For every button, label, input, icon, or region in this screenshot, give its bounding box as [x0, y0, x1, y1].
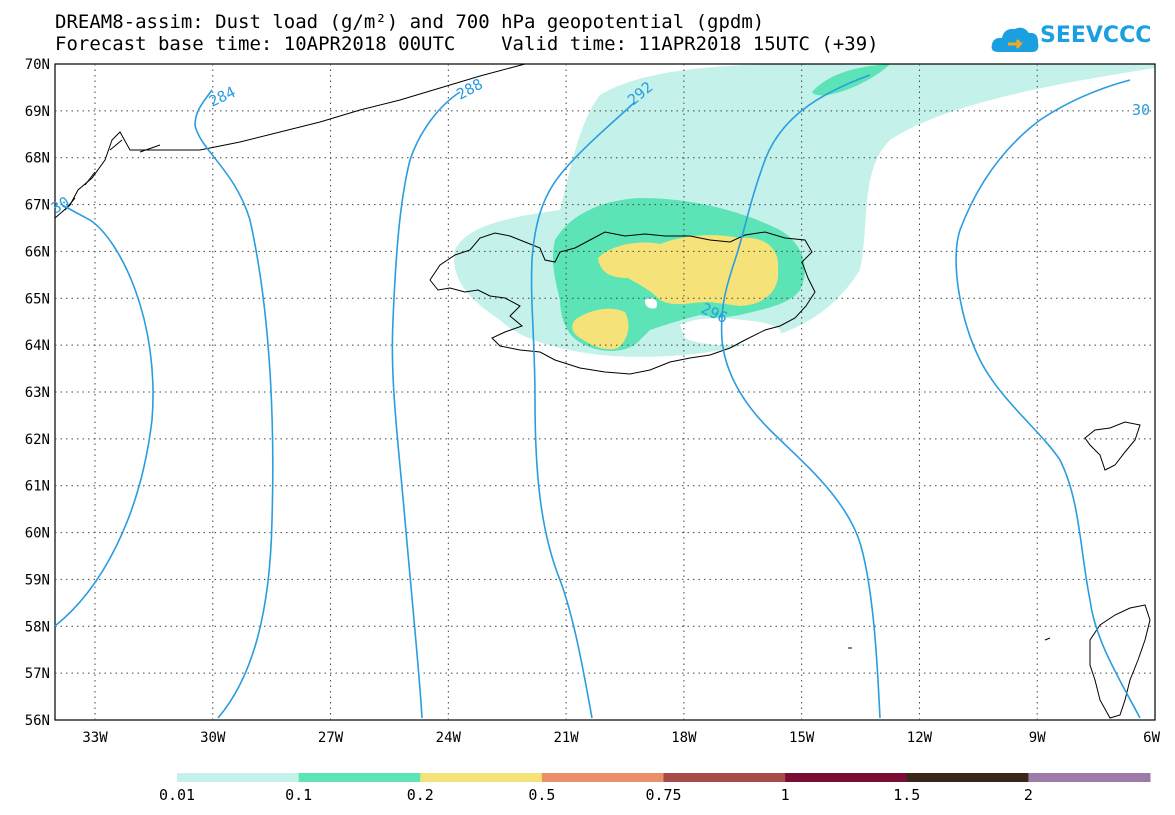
contour-label: 284 [206, 83, 238, 111]
coastlines [54, 63, 1151, 719]
latitude-label: 61N [25, 479, 50, 495]
legend-swatch [906, 773, 1029, 782]
latitude-label: 56N [25, 713, 50, 729]
legend-swatch [663, 773, 786, 782]
latitude-label: 62N [25, 432, 50, 448]
latitude-labels: 70N 69N 68N 67N 66N 65N 64N 63N 62N 61N 60N 59N 58N 5… [25, 57, 50, 729]
legend-swatch [1028, 773, 1151, 782]
legend-swatch [785, 773, 908, 782]
graticule [55, 64, 1155, 720]
longitude-label: 21W [553, 730, 579, 746]
longitude-label: 15W [789, 730, 815, 746]
legend-label: 1.5 [893, 786, 921, 804]
longitude-label: 30W [200, 730, 226, 746]
latitude-label: 70N [25, 57, 50, 73]
latitude-label: 67N [25, 198, 50, 214]
legend-label: 0.01 [158, 786, 196, 804]
chart-title-line2: Forecast base time: 10APR2018 00UTC Vali… [55, 33, 879, 55]
contour-label: 30 [1132, 101, 1150, 119]
longitude-label: 24W [436, 730, 462, 746]
latitude-label: 66N [25, 244, 50, 260]
longitude-label: 27W [318, 730, 344, 746]
latitude-label: 60N [25, 526, 50, 542]
contour-label: 288 [453, 75, 485, 104]
legend-swatch [420, 773, 543, 782]
dust-field-white-patches [644, 298, 781, 346]
longitude-labels: 33W 30W 27W 24W 21W 18W 15W 12W 9W 6W [82, 730, 1160, 746]
legend-label: 0.75 [645, 786, 682, 804]
latitude-label: 69N [25, 104, 50, 120]
logo-text: SEEVCCC [1040, 23, 1152, 48]
latitude-label: 57N [25, 666, 50, 682]
legend-label: 0.2 [406, 786, 434, 804]
latitude-label: 65N [25, 291, 50, 307]
color-legend [177, 773, 1151, 782]
longitude-label: 18W [671, 730, 697, 746]
latitude-label: 64N [25, 338, 50, 354]
legend-label: 0.1 [285, 786, 313, 804]
longitude-label: 9W [1029, 730, 1046, 746]
contour-label: 30 [48, 193, 73, 218]
dust-field-high [572, 235, 779, 350]
legend-swatch [177, 773, 300, 782]
legend-label: 0.5 [528, 786, 556, 804]
legend-swatch [298, 773, 421, 782]
legend-swatch [541, 773, 664, 782]
chart-title-line1: DREAM8-assim: Dust load (g/m²) and 700 h… [55, 11, 765, 33]
geopotential-contours [54, 74, 1141, 719]
latitude-label: 63N [25, 385, 50, 401]
longitude-label: 6W [1143, 730, 1160, 746]
longitude-label: 12W [907, 730, 933, 746]
iceland-coast [429, 231, 816, 375]
latitude-label: 68N [25, 151, 50, 167]
legend-label: 1 [780, 786, 790, 804]
longitude-label: 33W [82, 730, 108, 746]
latitude-label: 58N [25, 619, 50, 635]
latitude-label: 59N [25, 572, 50, 588]
cloud-logo-icon [991, 27, 1039, 52]
legend-label: 2 [1023, 786, 1033, 804]
